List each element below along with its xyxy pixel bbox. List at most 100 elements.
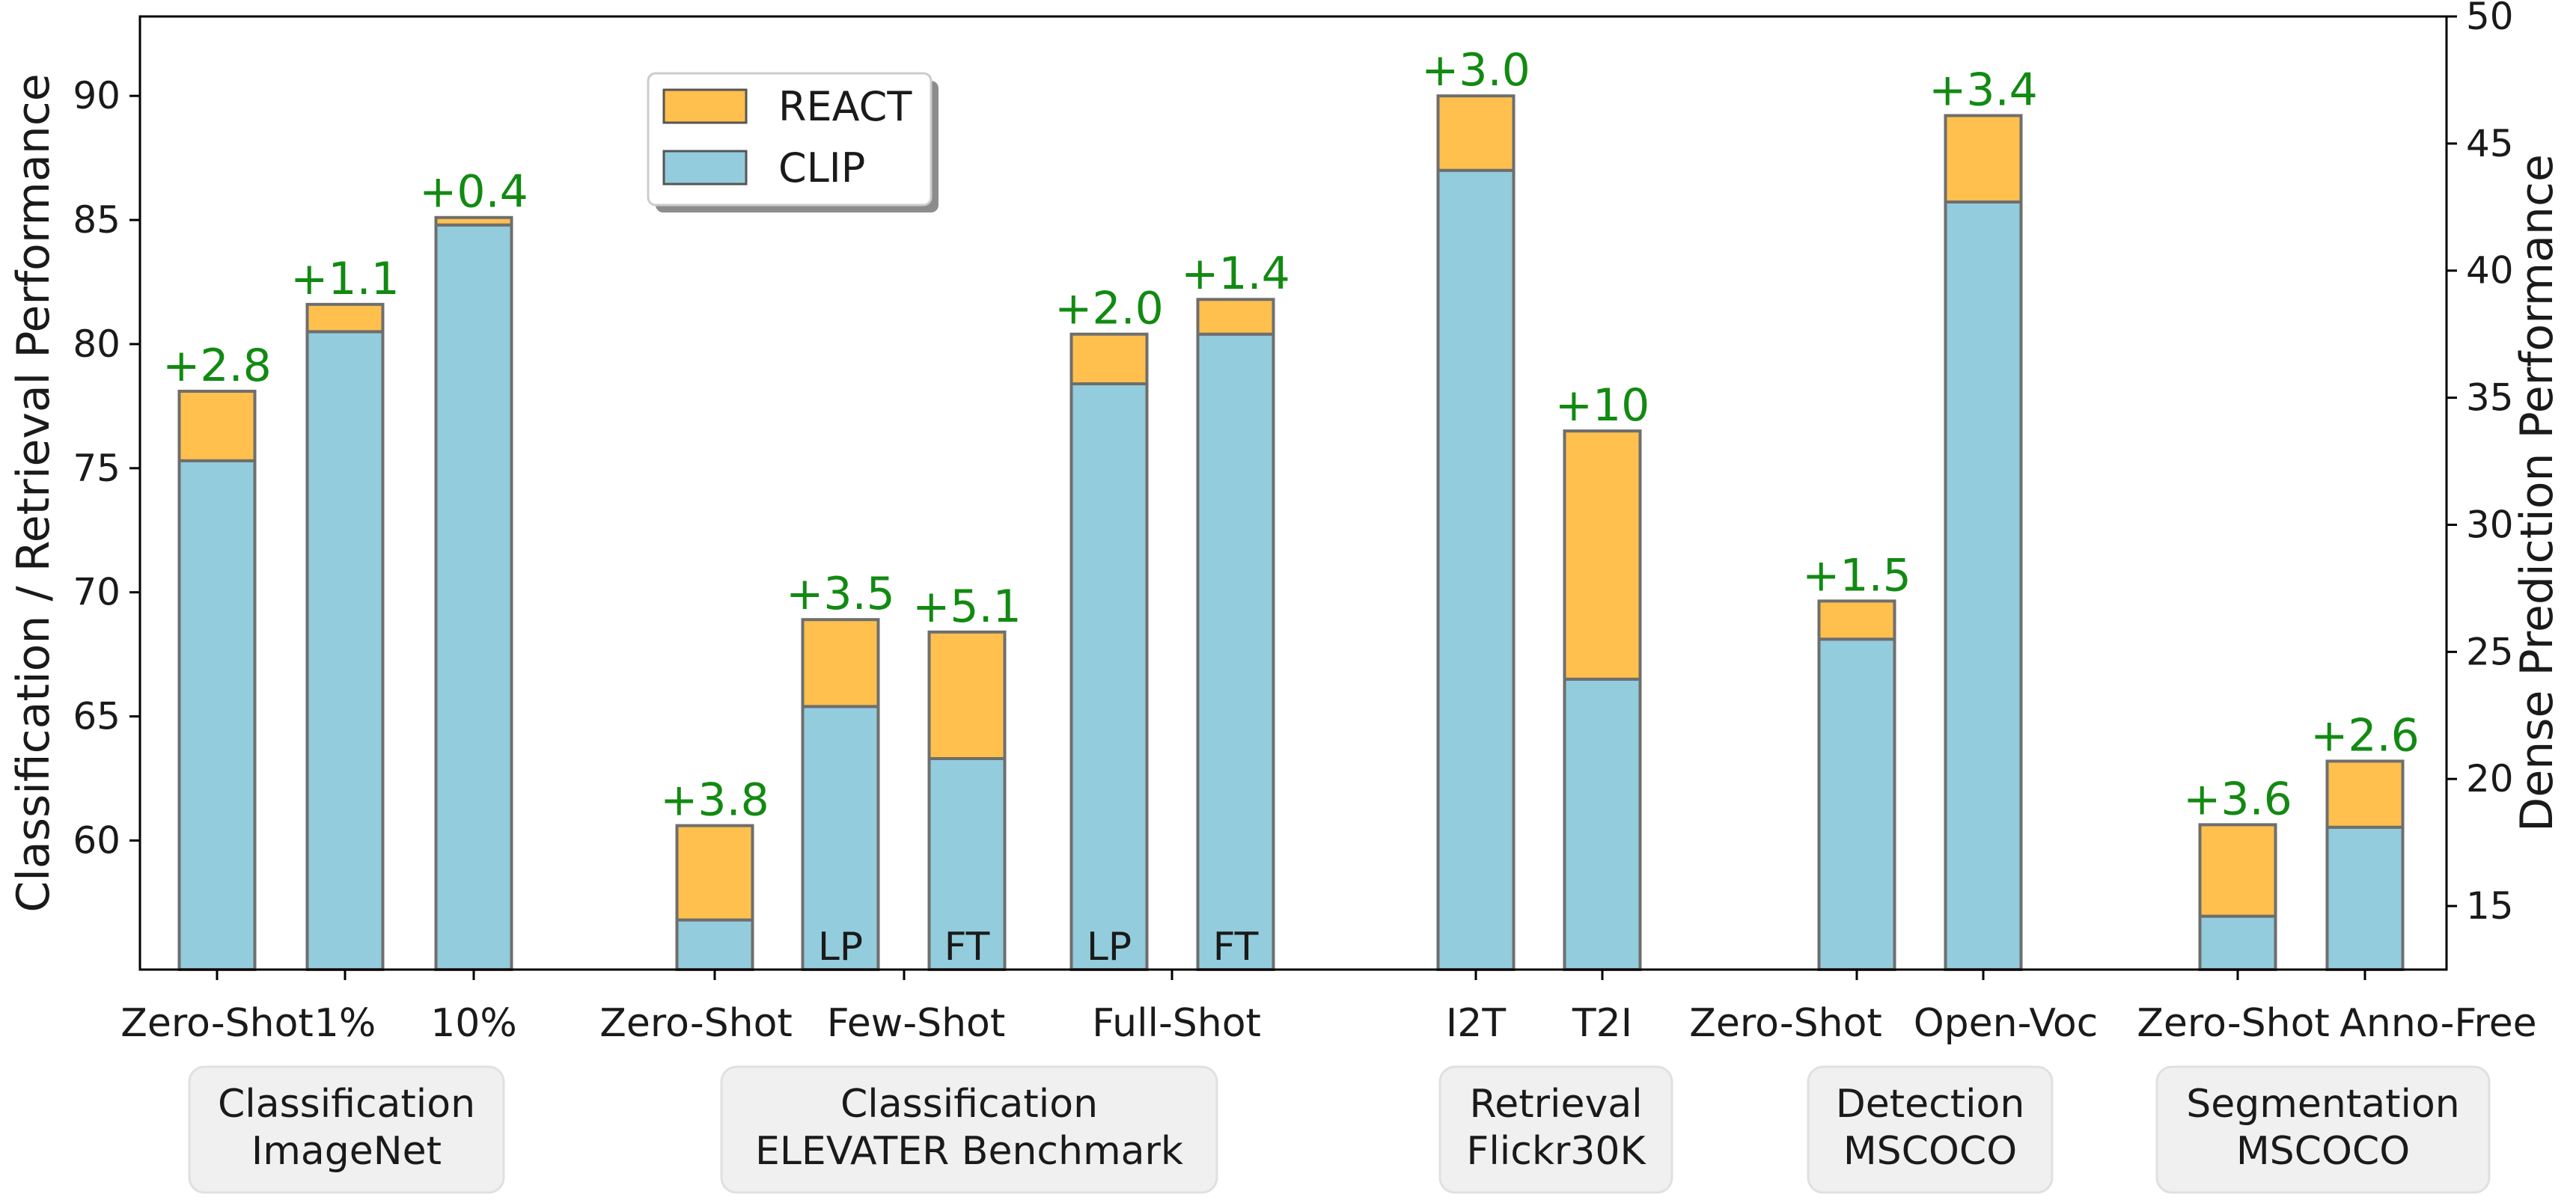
clip-bar-segment: [1196, 332, 1275, 971]
legend: REACT CLIP: [647, 72, 938, 212]
bar-12-open-voc: [1944, 114, 2023, 971]
delta-label-8: +1.4: [1181, 248, 1290, 300]
bar-14-anno-free: [2325, 759, 2405, 972]
delta-label-4: +3.8: [660, 774, 769, 827]
right-y-axis-title: Dense Prediction Performance: [2511, 154, 2563, 832]
clip-bar-segment: [1436, 168, 1516, 972]
bar-8-full-shot-ft: [1196, 298, 1275, 971]
clip-bar-segment: [675, 918, 754, 972]
clip-bar-segment: [305, 330, 385, 972]
left-y-tick-label-70: 70: [73, 571, 120, 614]
group-label-line2: ELEVATER Benchmark: [755, 1129, 1183, 1174]
plot-area-frame: [138, 15, 2448, 971]
legend-swatch-react: [662, 88, 748, 124]
group-box-segmentation-mscoco: [2155, 1065, 2491, 1194]
bar-layer: [177, 94, 2405, 972]
left-y-tick-label-60: 60: [73, 818, 120, 862]
bar-9-i2t: [1436, 94, 1516, 972]
clip-bar-segment: [1563, 677, 1642, 971]
task-group-labels: ClassificationImageNetClassificationELEV…: [218, 1082, 2460, 1174]
bar-7-full-shot-lp: [1069, 332, 1149, 971]
bar-sub-label-ft: FT: [944, 925, 990, 970]
react-bar-segment: [1817, 599, 1896, 641]
delta-label-11: +1.5: [1802, 549, 1911, 601]
delta-label-13: +3.6: [2183, 773, 2292, 825]
left-y-tick-label-75: 75: [73, 447, 120, 490]
x-tick-label-few-shot: Few-Shot: [827, 1001, 1006, 1046]
x-tick-label-zero-shot: Zero-Shot: [120, 1001, 314, 1046]
delta-label-14: +2.6: [2310, 709, 2420, 762]
bar-sub-label-lp: LP: [818, 925, 863, 970]
bar-2-1: [305, 302, 385, 972]
group-label-line2: Flickr30K: [1466, 1129, 1646, 1174]
react-bar-segment: [1196, 298, 1275, 336]
react-bar-segment: [434, 215, 513, 227]
x-tick-label-t2i: T2I: [1572, 1001, 1632, 1046]
right-y-axis: 15 20 25 30 35 40 45 50: [2447, 0, 2514, 928]
react-bar-segment: [177, 389, 257, 462]
clip-bar-segment: [2198, 914, 2277, 972]
legend-label-react: REACT: [778, 83, 912, 130]
left-y-tick-label-90: 90: [73, 74, 120, 117]
group-box-classification-imagenet: [188, 1065, 505, 1194]
react-bar-segment: [675, 824, 754, 922]
bar-10-t2i: [1563, 429, 1642, 971]
right-y-tick-label-35: 35: [2466, 376, 2514, 420]
right-y-tick-label-50: 50: [2466, 0, 2514, 38]
react-bar-segment: [1069, 332, 1149, 386]
clip-bar-segment: [2325, 825, 2405, 972]
left-y-axis-title: Classification / Retrieval Performance: [7, 73, 60, 912]
x-tick-label-full-shot: Full-Shot: [1092, 1001, 1261, 1046]
group-label-line1: Segmentation: [2186, 1082, 2459, 1127]
delta-label-5: +3.5: [786, 568, 895, 620]
bar-11-zero-shot: [1817, 599, 1896, 971]
group-label-line2: ImageNet: [251, 1129, 442, 1174]
delta-label-12: +3.4: [1929, 64, 2038, 116]
right-y-tick-label-20: 20: [2466, 757, 2514, 800]
group-box-detection-mscoco: [1807, 1065, 2054, 1194]
right-y-tick-label-15: 15: [2466, 884, 2514, 928]
bar-4-zero-shot: [675, 824, 754, 972]
delta-label-1: +2.8: [162, 340, 272, 392]
react-bar-segment: [2325, 759, 2405, 829]
react-bar-segment: [801, 618, 880, 708]
group-label-line2: MSCOCO: [2236, 1129, 2410, 1174]
x-tick-label-zero-shot: Zero-Shot: [599, 1001, 793, 1046]
group-box-classification-elevater-benchmark: [720, 1065, 1218, 1194]
group-label-line1: Retrieval: [1469, 1082, 1642, 1127]
group-label-line1: Classification: [218, 1082, 475, 1127]
left-y-tick-label-65: 65: [73, 695, 120, 738]
group-label-line2: MSCOCO: [1843, 1129, 2017, 1174]
group-box-retrieval-flickr30k: [1438, 1065, 1673, 1194]
x-tick-label-zero-shot: Zero-Shot: [1689, 1001, 1882, 1046]
x-tick-label-zero-shot: Zero-Shot: [2137, 1001, 2330, 1046]
bar-3-10: [434, 215, 513, 971]
left-y-tick-label-85: 85: [73, 198, 120, 242]
legend-label-clip: CLIP: [778, 144, 865, 192]
right-y-tick-label-40: 40: [2466, 249, 2514, 293]
x-tick-label-i2t: I2T: [1446, 1001, 1506, 1046]
react-bar-segment: [1436, 94, 1516, 172]
x-axis: Zero-Shot 1% 10% Zero-Shot Few-Shot Full-Shot…: [120, 970, 2537, 1046]
bar-1-zero-shot: [177, 389, 257, 971]
x-tick-label-10: 10%: [430, 1001, 517, 1046]
clip-bar-segment: [801, 705, 880, 972]
react-bar-segment: [2198, 823, 2277, 918]
bar-6-few-shot-ft: [927, 630, 1007, 972]
delta-label-6: +5.1: [912, 581, 1022, 633]
group-label-line1: Detection: [1836, 1082, 2025, 1127]
right-y-tick-label-30: 30: [2466, 503, 2514, 546]
bar-sub-labels: LP FT LP FT: [818, 925, 1259, 970]
right-y-tick-label-45: 45: [2466, 122, 2514, 165]
delta-label-9: +3.0: [1421, 44, 1530, 97]
clip-bar-segment: [1817, 637, 1896, 971]
right-y-tick-label-25: 25: [2466, 630, 2514, 673]
task-group-boxes: [188, 1065, 2491, 1194]
clip-bar-segment: [1069, 382, 1149, 971]
delta-label-2: +1.1: [290, 253, 400, 305]
left-y-axis: 60 65 70 75 80 85 90: [73, 74, 140, 862]
react-bar-segment: [927, 630, 1007, 760]
clip-bar-segment: [177, 459, 257, 971]
react-bar-segment: [1944, 114, 2023, 204]
